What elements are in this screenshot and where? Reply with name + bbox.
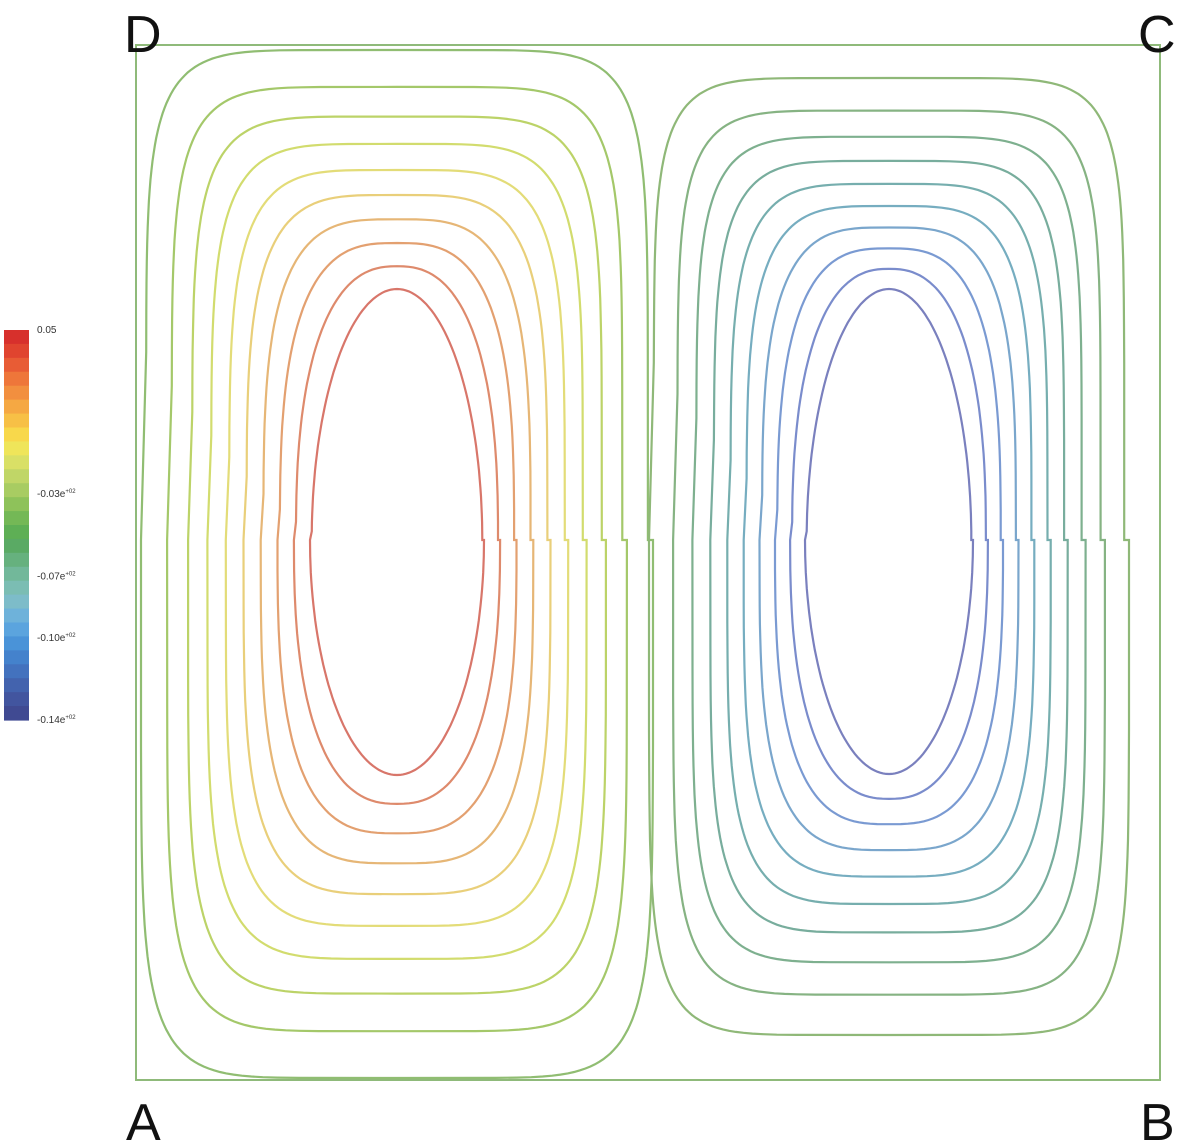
colorbar-swatch [4, 594, 29, 610]
left-vortex-contours [139, 48, 655, 1080]
contour-line [726, 182, 1052, 906]
right-vortex-contours [647, 76, 1131, 1037]
colorbar-swatch [4, 441, 29, 456]
colorbar-swatch [4, 343, 29, 359]
colorbar-swatch [4, 357, 29, 373]
contour-line [276, 241, 518, 835]
colorbar-swatch [4, 399, 29, 415]
colorbar-swatch [4, 469, 29, 484]
contour-line [139, 48, 655, 1080]
contour-line [758, 226, 1020, 852]
colorbar: 0.05 -0.03e+02 -0.07e+02 -0.10e+02 -0.14e+02 [4, 325, 76, 726]
contour-line [224, 168, 570, 928]
corner-label-d: D [124, 6, 162, 64]
corner-label-c: C [1138, 6, 1176, 64]
contour-line [742, 204, 1036, 878]
contour-line [672, 109, 1106, 996]
colorbar-swatch [4, 330, 29, 345]
colorbar-swatch [4, 371, 29, 387]
colorbar-swatch [4, 692, 29, 707]
corner-label-a: A [126, 1094, 161, 1145]
colorbar-swatch [4, 538, 29, 554]
contour-line [709, 159, 1069, 934]
contour-line [242, 193, 552, 896]
colorbar-swatch [4, 552, 29, 568]
contour-line [259, 218, 535, 865]
colorbar-swatch [4, 525, 29, 540]
contour-line [788, 267, 990, 801]
colorbar-swatch [4, 566, 29, 582]
contour-line [647, 76, 1131, 1037]
domain-boundary [135, 44, 1161, 1081]
colorbar-swatch [4, 706, 29, 721]
colorbar-swatch [4, 636, 29, 651]
colorbar-swatch [4, 385, 29, 401]
colorbar-swatch [4, 650, 29, 665]
colorbar-swatch [4, 455, 29, 470]
colorbar-tick-label: 0.05 [37, 325, 57, 336]
contour-line [308, 287, 486, 777]
colorbar-tick-label: -0.07e+02 [37, 571, 76, 582]
colorbar-swatch [4, 664, 29, 679]
contour-line [187, 115, 607, 995]
contour-line [292, 265, 502, 806]
contour-line [165, 85, 629, 1033]
colorbar-swatch [4, 678, 29, 693]
colorbar-tick-label: -0.14e+02 [37, 715, 76, 726]
contour-line [691, 135, 1087, 964]
colorbar-swatch [4, 580, 29, 596]
colorbar-tick-label: -0.10e+02 [37, 633, 76, 644]
colorbar-swatch [4, 483, 29, 498]
colorbar-swatch [4, 511, 29, 526]
colorbar-swatch [4, 427, 29, 443]
colorbar-swatch [4, 608, 29, 624]
colorbar-swatch [4, 413, 29, 429]
corner-label-b: B [1140, 1094, 1175, 1145]
contour-line [773, 247, 1005, 826]
colorbar-swatch [4, 622, 29, 638]
colorbar-swatch [4, 497, 29, 512]
colorbar-tick-label: -0.03e+02 [37, 489, 76, 500]
contour-line [803, 287, 975, 776]
contour-line [206, 142, 588, 961]
